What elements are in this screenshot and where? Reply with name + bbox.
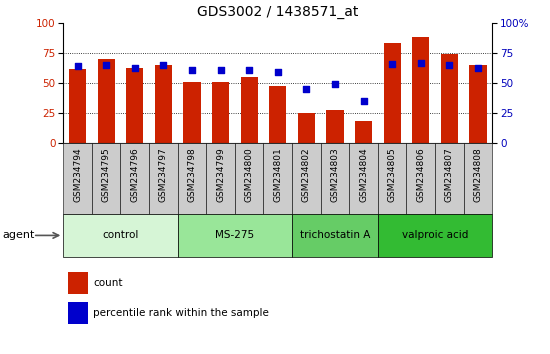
Bar (206, 143, 235, 214)
Text: GSM234800: GSM234800 (245, 147, 254, 202)
Text: GSM234802: GSM234802 (302, 147, 311, 201)
Text: GSM234795: GSM234795 (102, 147, 111, 202)
Text: GSM234798: GSM234798 (188, 147, 196, 202)
Point (416, 60, 425, 65)
Text: GSM234806: GSM234806 (416, 147, 425, 202)
Bar (68, 302, 88, 324)
Bar (97, 59, 115, 143)
Bar (120, 143, 149, 214)
Bar (126, 68, 144, 143)
Text: GSM234807: GSM234807 (445, 147, 454, 202)
Bar (68, 272, 88, 294)
Bar (406, 143, 435, 214)
Bar (355, 120, 372, 143)
Bar (292, 143, 321, 214)
Text: GSM234801: GSM234801 (273, 147, 282, 202)
Point (273, 69, 282, 75)
Text: percentile rank within the sample: percentile rank within the sample (94, 308, 269, 318)
Point (130, 65, 139, 70)
Bar (63, 214, 178, 257)
Bar (349, 143, 378, 214)
Bar (155, 65, 172, 143)
Bar (183, 82, 201, 143)
Text: MS-275: MS-275 (215, 230, 255, 240)
Text: GSM234796: GSM234796 (130, 147, 139, 202)
Point (388, 61, 397, 67)
Point (159, 62, 168, 68)
Text: count: count (94, 278, 123, 289)
Point (445, 62, 454, 68)
Text: valproic acid: valproic acid (402, 230, 468, 240)
Text: trichostatin A: trichostatin A (300, 230, 370, 240)
Point (302, 86, 311, 92)
Text: agent: agent (3, 230, 35, 240)
Point (216, 67, 225, 73)
Point (359, 98, 368, 104)
Bar (412, 38, 430, 143)
Bar (292, 214, 378, 257)
Point (73, 63, 82, 69)
Point (474, 65, 482, 70)
Text: GDS3002 / 1438571_at: GDS3002 / 1438571_at (197, 5, 359, 19)
Bar (464, 143, 492, 214)
Bar (212, 82, 229, 143)
Bar (63, 143, 92, 214)
Bar (378, 143, 406, 214)
Bar (149, 143, 178, 214)
Bar (321, 143, 349, 214)
Bar (298, 113, 315, 143)
Text: control: control (102, 230, 139, 240)
Bar (178, 214, 292, 257)
Text: GSM234808: GSM234808 (474, 147, 482, 202)
Text: GSM234805: GSM234805 (388, 147, 397, 202)
Bar (240, 77, 258, 143)
Bar (235, 143, 263, 214)
Text: GSM234803: GSM234803 (331, 147, 339, 202)
Point (188, 67, 196, 73)
Bar (435, 143, 464, 214)
Bar (92, 143, 120, 214)
Bar (326, 110, 344, 143)
Bar (263, 143, 292, 214)
Text: GSM234799: GSM234799 (216, 147, 225, 202)
Bar (378, 214, 492, 257)
Bar (69, 69, 86, 143)
Bar (269, 86, 287, 143)
Point (102, 62, 111, 68)
Bar (441, 54, 458, 143)
Point (245, 67, 254, 73)
Text: GSM234794: GSM234794 (73, 147, 82, 201)
Text: GSM234797: GSM234797 (159, 147, 168, 202)
Text: GSM234804: GSM234804 (359, 147, 368, 201)
Point (331, 81, 339, 87)
Bar (469, 65, 487, 143)
Bar (383, 44, 401, 143)
Bar (178, 143, 206, 214)
